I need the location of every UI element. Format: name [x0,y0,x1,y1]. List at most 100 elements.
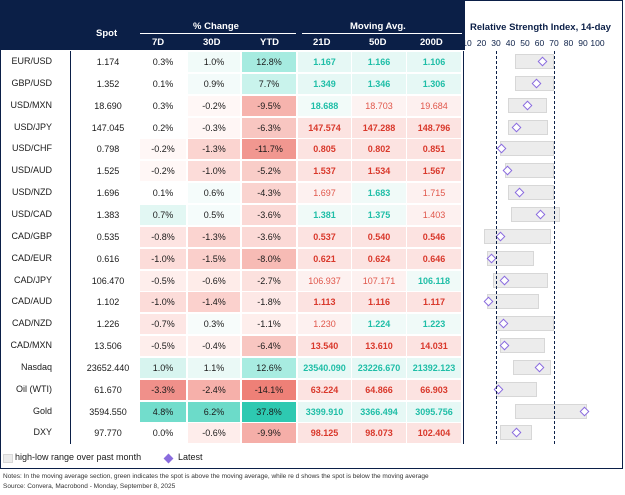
cell-ma200: 1.223 [407,314,461,335]
cell-ma200: 19.684 [407,95,461,116]
header-moving-avg: Moving Avg. [350,21,406,32]
cell-ytd: -9.9% [242,423,296,444]
label-separator [70,291,71,314]
cell-d7: 0.2% [140,117,186,138]
cell-spot: 3594.550 [89,406,127,417]
cell-ma21: 0.805 [298,139,351,160]
rsi-range-box [513,359,552,375]
table-row: Gold 3594.550 4.8% 6.2% 37.8% 3399.910 3366.49… [0,400,625,423]
legend-range-label: high-low range over past month [15,452,142,462]
cell-ma200: 1.715 [407,183,461,204]
table-row: USD/NZD 1.696 0.1% 0.6% -4.3% 1.697 1.683 1.715 [0,182,625,205]
cell-ma21: 63.224 [298,379,351,400]
legend-latest-icon [163,453,174,464]
cell-ma50: 1.534 [352,161,406,182]
cell-d30: -1.0% [188,161,240,182]
row-label: CAD/GBP [11,230,52,241]
cell-ma200: 1.106 [407,52,461,72]
rsi-threshold-line [554,51,555,445]
table-row: CAD/EUR 0.616 -1.0% -1.5% -8.0% 0.621 0.624 0.6… [0,247,625,270]
cell-ytd: 12.8% [242,52,296,72]
rsi-separator [463,72,464,95]
cell-ma21: 1.381 [298,204,351,225]
cell-ma50: 147.288 [352,117,406,138]
cell-d7: 0.0% [140,423,186,444]
cell-ma200: 0.851 [407,139,461,160]
cell-d7: -3.3% [140,379,186,400]
rsi-separator [463,291,464,314]
cell-ytd: 12.6% [242,357,296,378]
cell-ytd: 7.7% [242,73,296,94]
table-row: USD/CAD 1.383 0.7% 0.5% -3.6% 1.381 1.375 1.403 [0,203,625,226]
rsi-separator [463,116,464,139]
table-row: DXY 97.770 0.0% -0.6% -9.9% 98.125 98.073 102.4… [0,422,625,445]
cell-ytd: -3.6% [242,226,296,247]
header-200d: 200D [420,37,443,48]
row-label: DXY [33,427,52,438]
label-separator [70,225,71,248]
row-label: USD/NZD [12,187,52,198]
cell-ma21: 106.937 [298,270,351,291]
cell-spot: 1.525 [96,166,120,177]
rsi-separator [463,182,464,205]
cell-ma200: 102.404 [407,423,461,444]
label-separator [70,116,71,139]
source-line: Source: Convera, Macrobond - Monday, Sep… [3,483,176,490]
rsi-separator [463,313,464,336]
cell-d7: 0.1% [140,183,186,204]
row-label: Oil (WTI) [16,383,52,394]
cell-ma21: 1.537 [298,161,351,182]
cell-ma21: 0.621 [298,248,351,269]
rsi-separator [463,400,464,423]
cell-ma50: 0.802 [352,139,406,160]
table-row: GBP/USD 1.352 0.1% 0.9% 7.7% 1.349 1.346 1.306 [0,72,625,95]
header-21d: 21D [313,37,331,48]
cell-d7: -0.2% [140,161,186,182]
cell-d30: -0.3% [188,117,240,138]
cell-d7: 0.3% [140,52,186,72]
cell-ma50: 1.166 [352,52,406,72]
cell-ytd: -1.8% [242,292,296,313]
cell-d30: -1.3% [188,139,240,160]
cell-spot: 147.045 [91,122,125,133]
cell-ma200: 3095.756 [407,401,461,422]
cell-spot: 61.670 [94,384,122,395]
cell-d30: 0.3% [188,314,240,335]
row-label: CAD/AUD [11,296,52,307]
row-label: CAD/EUR [11,252,52,263]
table-row: Nasdaq 23652.440 1.0% 1.1% 12.6% 23540.090 232… [0,356,625,379]
cell-d30: 0.6% [188,183,240,204]
rsi-separator [463,335,464,358]
cell-spot: 1.226 [96,319,120,330]
rsi-separator [463,356,464,379]
cell-ytd: -4.3% [242,183,296,204]
cell-d30: -0.6% [188,270,240,291]
cell-ytd: -14.1% [242,379,296,400]
legend-latest-label: Latest [178,452,203,462]
cell-ytd: -9.5% [242,95,296,116]
row-label: USD/JPY [13,121,52,132]
rsi-range-box [493,272,549,288]
header-50d: 50D [369,37,387,48]
row-label: USD/CHF [12,143,52,154]
rsi-tick-label: 30 [491,38,501,48]
row-label: CAD/MXN [10,340,52,351]
cell-ytd: -5.2% [242,161,296,182]
table-header: Spot % Change 7D 30D YTD Moving Avg. 21D… [0,0,625,50]
rsi-title: Relative Strength Index, 14-day [470,22,611,33]
cell-ma50: 0.624 [352,248,406,269]
table-row: USD/JPY 147.045 0.2% -0.3% -6.3% 147.574 147.2… [0,116,625,139]
row-label: CAD/JPY [13,274,52,285]
cell-d30: -0.2% [188,95,240,116]
cell-d30: -1.4% [188,292,240,313]
label-separator [70,313,71,336]
row-label: USD/AUD [11,165,52,176]
cell-ytd: -8.0% [242,248,296,269]
label-separator [70,400,71,423]
cell-d30: -2.4% [188,379,240,400]
rsi-tick-label: 10 [462,38,472,48]
cell-d7: 1.0% [140,357,186,378]
rsi-tick-label: 60 [534,38,545,48]
cell-spot: 97.770 [94,428,122,439]
